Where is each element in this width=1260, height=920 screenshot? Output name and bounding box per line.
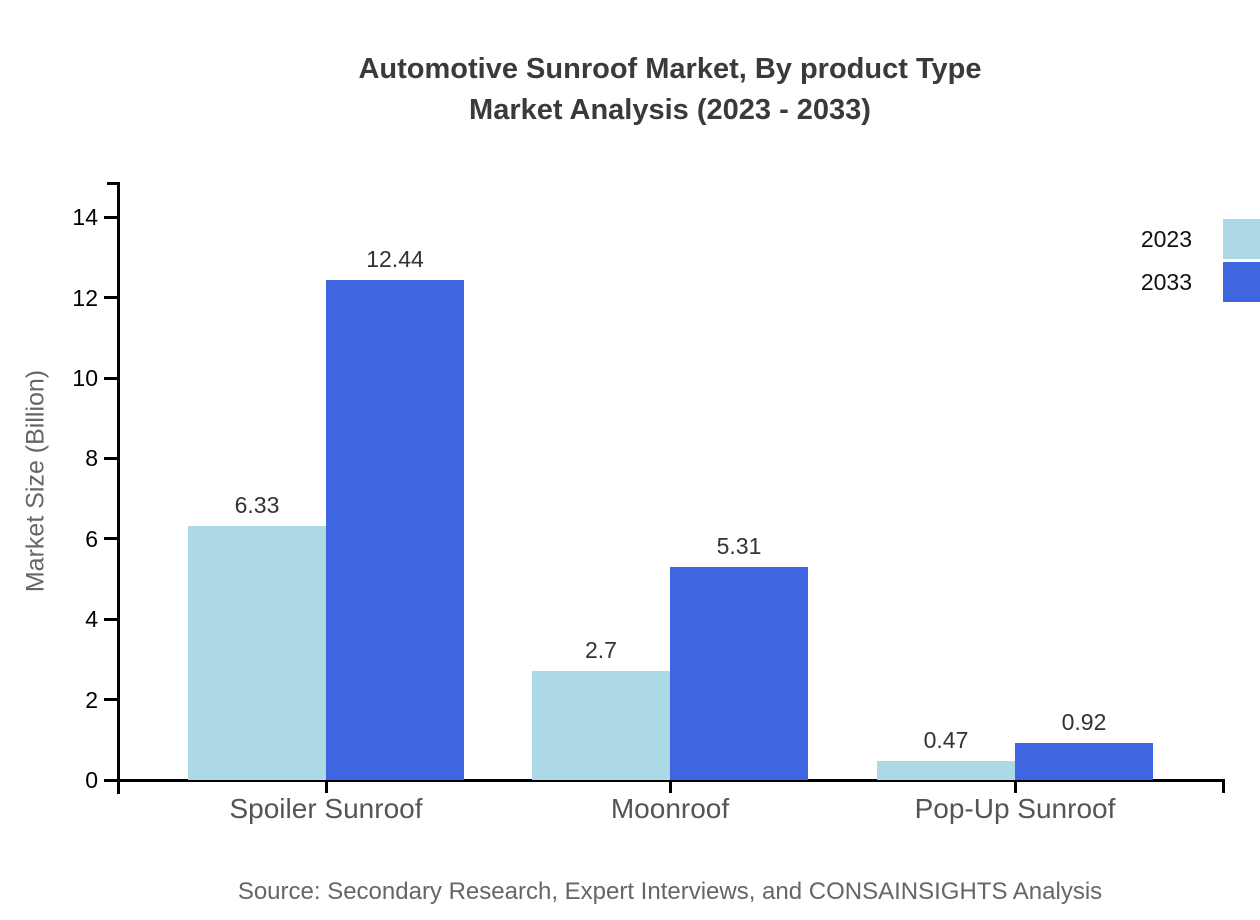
bar-value-label: 0.92 — [1061, 709, 1107, 736]
chart-legend: 2023 2033 — [1032, 219, 1260, 305]
x-tick-label: Spoiler Sunroof — [229, 793, 423, 824]
x-tick-label: Moonroof — [610, 793, 730, 824]
x-tick-label: Pop-Up Sunroof — [914, 793, 1116, 824]
bar-value-label: 5.31 — [716, 532, 762, 559]
chart-title: Automotive Sunroof Market, By product Ty… — [358, 53, 982, 126]
x-axis-right-cap — [1222, 779, 1225, 793]
y-tick-label: 12 — [72, 284, 98, 311]
bar-value-label: 6.33 — [234, 491, 280, 518]
y-axis-top-cap — [107, 182, 120, 185]
y-tick-mark — [104, 698, 117, 702]
y-tick-mark — [104, 537, 117, 541]
y-tick-label: 14 — [72, 204, 98, 231]
y-tick-label: 0 — [85, 767, 98, 793]
legend-swatch-icon — [1223, 262, 1260, 302]
y-tick-label: 6 — [85, 525, 98, 552]
bar-value-label: 2.7 — [585, 637, 617, 664]
y-tick-mark — [104, 215, 117, 219]
y-axis-line — [117, 182, 120, 794]
bar-2023-spoiler-sunroof — [188, 525, 326, 780]
y-tick-mark — [104, 456, 117, 460]
y-tick-label: 4 — [85, 606, 98, 633]
legend-item-2033: 2033 — [1032, 262, 1260, 302]
x-tick-mark — [668, 779, 672, 793]
source-note: Source: Secondary Research, Expert Inter… — [237, 878, 1103, 905]
y-tick-label: 8 — [85, 445, 98, 472]
bar-2033-pop-up-sunroof — [1015, 743, 1153, 780]
bar-value-label: 12.44 — [366, 245, 424, 272]
bar-value-label: 0.47 — [923, 727, 969, 754]
legend-swatch-icon — [1223, 219, 1260, 259]
y-tick-mark — [104, 376, 117, 380]
y-tick-mark — [104, 296, 117, 300]
x-axis-line — [104, 779, 1225, 782]
legend-label: 2023 — [1140, 225, 1192, 252]
legend-item-2023: 2023 — [1032, 219, 1260, 259]
y-axis-title: Market Size (Billion) — [21, 369, 50, 593]
y-tick-label: 2 — [85, 686, 98, 713]
bar-2023-moonroof — [532, 671, 670, 780]
x-tick-mark — [324, 779, 328, 793]
bar-2023-pop-up-sunroof — [877, 761, 1015, 780]
legend-label: 2033 — [1140, 268, 1192, 295]
bar-2033-spoiler-sunroof — [326, 279, 464, 780]
y-tick-label: 10 — [72, 365, 98, 391]
x-tick-mark — [1013, 779, 1017, 793]
y-tick-mark — [104, 778, 117, 782]
y-tick-mark — [104, 617, 117, 621]
bar-2033-moonroof — [670, 566, 808, 780]
